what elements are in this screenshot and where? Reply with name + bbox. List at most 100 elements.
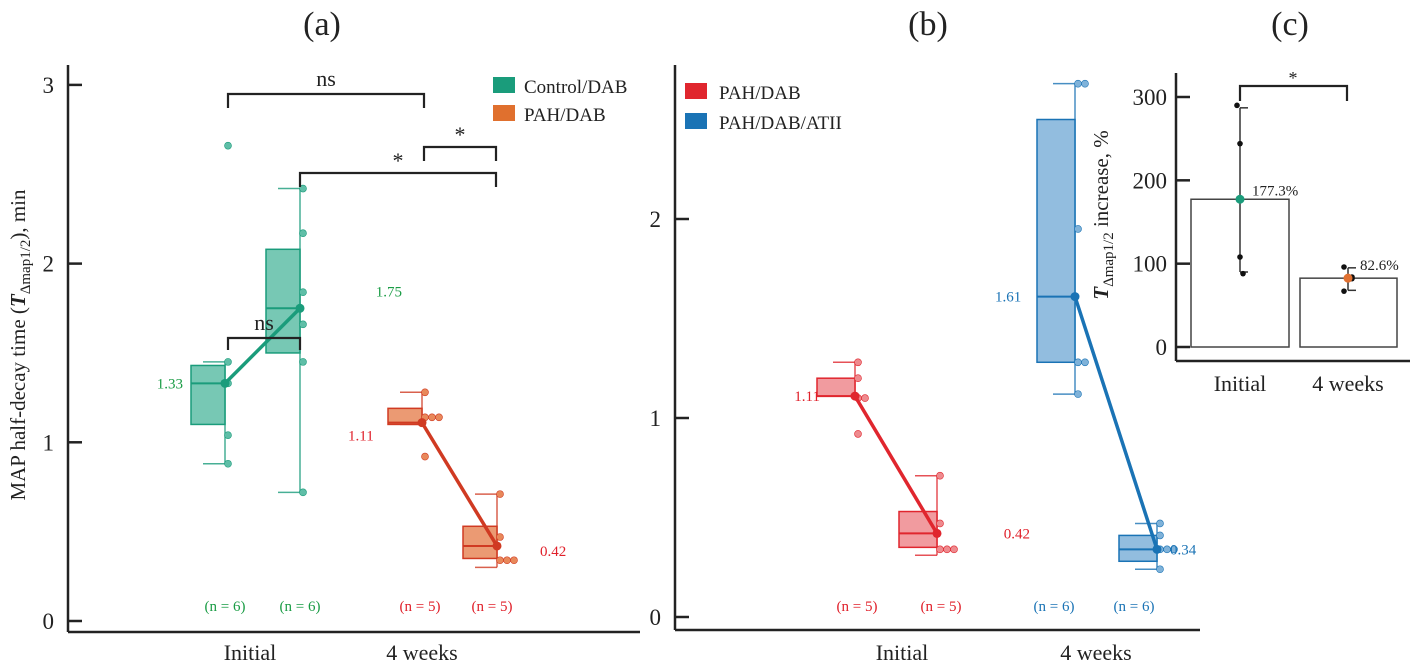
a-axes: 0 1 2 3 Initial 4 weeks — [43, 65, 640, 665]
c-plot: 177.3% 82.6% * — [1190, 68, 1399, 348]
data-point — [1081, 79, 1089, 88]
a-ylabel: MAP half-decay time (TΔmap1/2), min — [6, 189, 34, 501]
x-tick-label: Initial — [876, 640, 929, 665]
data-point — [1156, 565, 1164, 574]
data-point — [1156, 531, 1164, 540]
data-point — [943, 545, 951, 554]
legend-swatch-pah-dab — [685, 83, 707, 99]
data-point — [936, 471, 944, 480]
x-tick-label: 4 weeks — [386, 640, 457, 665]
median-label: 1.11 — [794, 389, 820, 405]
x-tick-label: 4 weeks — [1312, 371, 1383, 396]
data-point — [854, 358, 862, 367]
y-tick-label: 100 — [1133, 252, 1168, 277]
significance-label: ns — [316, 66, 336, 91]
median-marker — [1152, 544, 1162, 554]
y-tick-label: 2 — [43, 252, 55, 277]
legend-swatch-control — [493, 77, 515, 93]
box — [898, 510, 938, 549]
data-point — [1074, 390, 1082, 398]
median-marker — [850, 391, 860, 401]
data-point — [950, 545, 958, 554]
panel-label-c: (c) — [1271, 6, 1309, 43]
median-trend-line — [853, 395, 939, 535]
significance-label: ns — [254, 310, 274, 335]
n-label: (n = 6) — [1034, 599, 1075, 615]
data-point — [1074, 358, 1082, 367]
value-label: 82.6% — [1360, 258, 1399, 274]
data-point — [421, 388, 429, 397]
data-point — [299, 358, 307, 366]
box — [462, 525, 498, 560]
mean-marker — [1235, 194, 1245, 204]
y-tick-label: 300 — [1133, 85, 1168, 110]
box — [816, 377, 856, 397]
c-ylabel: TΔmap1/2 increase, % — [1089, 130, 1117, 300]
data-point — [299, 184, 307, 193]
data-point — [503, 556, 511, 565]
x-tick-label: 4 weeks — [1060, 640, 1131, 665]
data-point — [428, 413, 436, 422]
data-point — [496, 490, 504, 498]
median-trend-line — [1073, 296, 1159, 550]
legend-label-pah-dab: PAH/DAB — [719, 83, 801, 104]
median-label: 1.33 — [157, 376, 183, 392]
y-tick-label: 1 — [43, 430, 55, 455]
c-axes: 0 100 200 300 Initial 4 weeks — [1133, 73, 1410, 396]
data-point — [1341, 264, 1347, 270]
panel-label-b: (b) — [908, 6, 948, 43]
data-point — [854, 374, 862, 383]
data-point — [224, 431, 232, 439]
y-tick-label: 0 — [1156, 335, 1168, 360]
data-point — [1074, 225, 1082, 233]
legend-label-control: Control/DAB — [524, 77, 627, 98]
legend-swatch-pah-dab-atii — [685, 113, 707, 129]
median-marker — [1070, 292, 1080, 302]
significance-label: * — [393, 148, 404, 173]
data-point — [421, 452, 429, 461]
significance-bracket — [422, 145, 498, 161]
data-point — [496, 533, 504, 541]
data-point — [1237, 140, 1243, 147]
y-tick-label: 200 — [1133, 168, 1168, 193]
median-trend-line — [223, 307, 302, 385]
y-tick-label: 0 — [43, 609, 55, 634]
median-label: 1.11 — [348, 429, 374, 445]
data-point — [299, 320, 307, 329]
data-point — [1234, 102, 1240, 109]
x-tick-label: Initial — [224, 640, 277, 665]
y-tick-label: 2 — [650, 207, 662, 232]
legend-swatch-pah — [493, 105, 515, 121]
data-point — [861, 394, 869, 402]
significance-bracket — [226, 336, 302, 350]
median-label: 0.42 — [1004, 526, 1030, 542]
legend-label-pah: PAH/DAB — [524, 105, 606, 126]
box — [1036, 118, 1076, 364]
data-point — [224, 141, 232, 150]
data-point — [1170, 545, 1178, 554]
panel-a: 0 1 2 3 Initial 4 weeks MAP half-decay time (… — [6, 65, 640, 665]
median-marker — [295, 303, 305, 313]
panel-label-a: (a) — [303, 6, 341, 43]
significance-bracket — [226, 92, 426, 108]
data-point — [1237, 254, 1243, 260]
data-point — [299, 229, 307, 238]
significance-label: * — [1289, 68, 1298, 88]
n-label: (n = 6) — [280, 599, 321, 615]
data-point — [936, 519, 944, 528]
data-point — [224, 459, 232, 468]
data-point — [435, 413, 443, 422]
median-label: 0.42 — [540, 544, 566, 560]
n-label: (n = 5) — [400, 599, 441, 615]
median-label: 1.75 — [376, 284, 402, 300]
n-label: (n = 5) — [472, 599, 513, 615]
y-tick-label: 1 — [650, 406, 662, 431]
median-label: 1.61 — [995, 290, 1021, 306]
n-label: (n = 6) — [205, 599, 246, 615]
median-label: 0.34 — [1170, 542, 1197, 558]
value-label: 177.3% — [1252, 183, 1298, 199]
data-point — [496, 556, 504, 565]
data-point — [510, 556, 518, 565]
a-legend: Control/DAB PAH/DAB — [493, 77, 627, 126]
